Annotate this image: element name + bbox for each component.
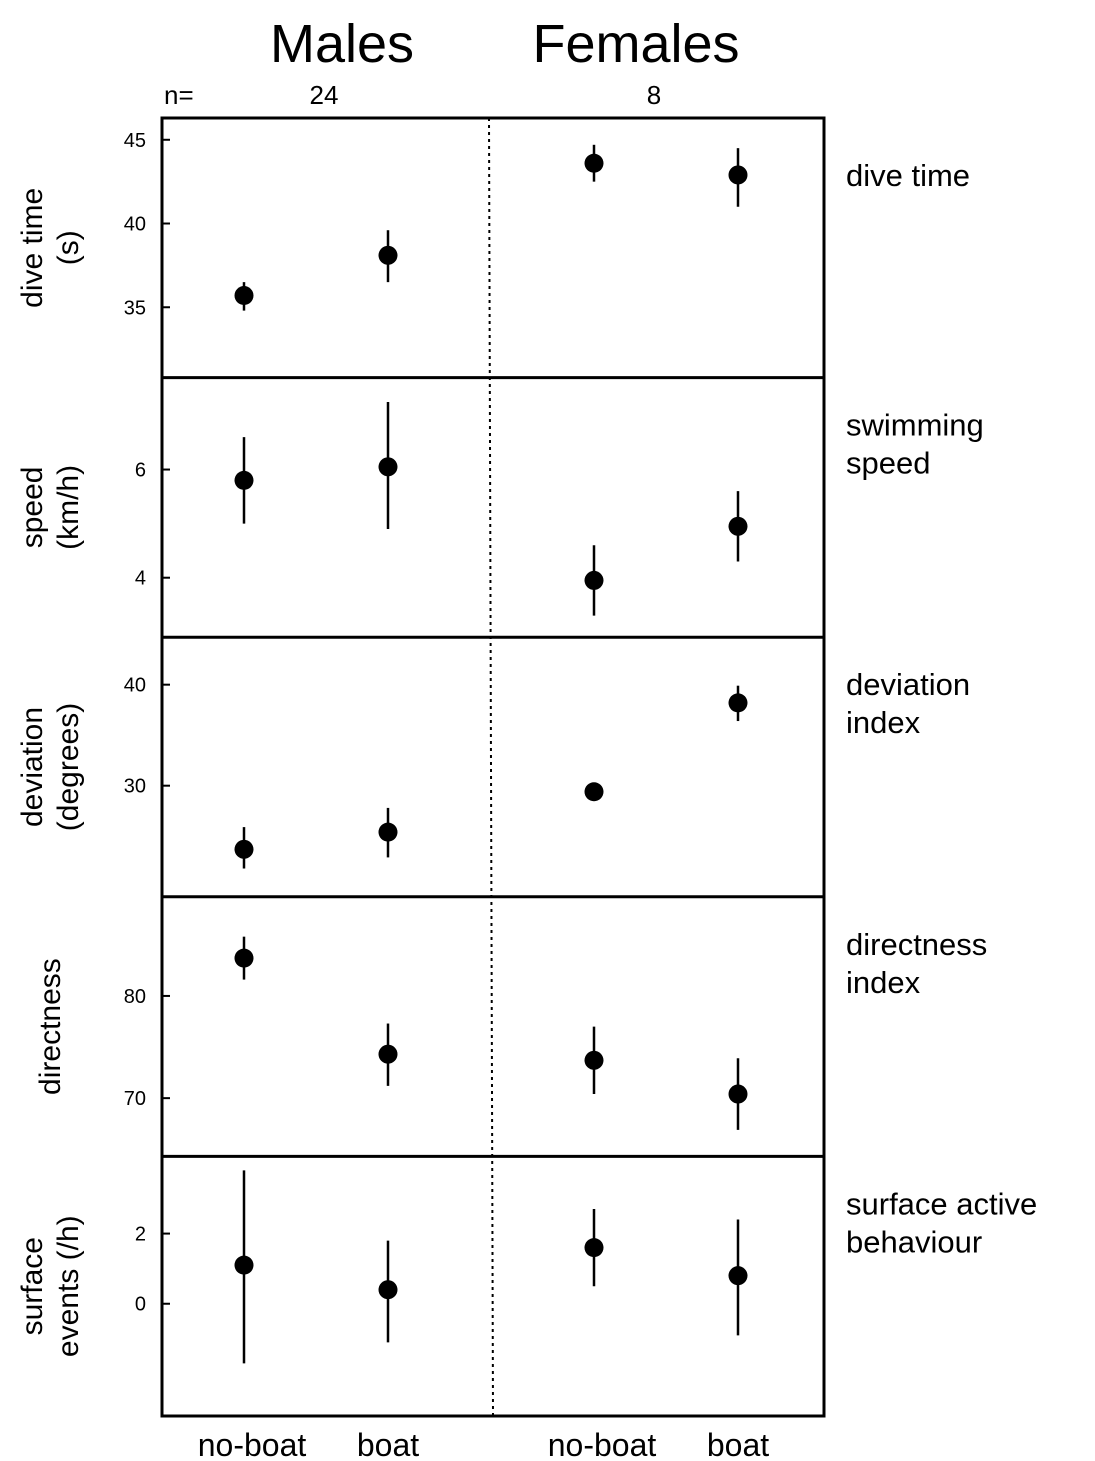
y-axis-title: (km/h): [52, 465, 85, 550]
data-point: [584, 782, 604, 802]
y-tick-label: 80: [124, 986, 146, 1008]
males-heading: Males: [270, 14, 414, 74]
y-tick-label: 4: [135, 568, 146, 590]
y-axis-title: events (/h): [52, 1215, 85, 1357]
y-tick-label: 6: [135, 460, 146, 482]
y-tick-label: 30: [124, 776, 146, 798]
figure-frame: [160, 116, 826, 1418]
panel-label: index: [846, 705, 921, 740]
data-point: [378, 245, 398, 265]
data-point: [378, 822, 398, 842]
y-axis-title: directness: [34, 958, 67, 1095]
data-point: [234, 470, 254, 490]
data-point: [728, 516, 748, 536]
data-point: [584, 153, 604, 173]
data-point: [378, 1044, 398, 1064]
y-axis-title: deviation: [16, 707, 49, 827]
panel-label: surface active: [846, 1186, 1037, 1221]
x-category-label: boat: [707, 1427, 769, 1461]
x-axis-labels: no-boat boat no-boat boat: [198, 1427, 770, 1461]
y-axis-title: dive time: [16, 188, 49, 308]
data-point: [234, 286, 254, 306]
data-point: [378, 1280, 398, 1300]
panel-label: behaviour: [846, 1224, 982, 1259]
panel-label: deviation: [846, 667, 970, 702]
panel-label: swimming: [846, 408, 984, 443]
panel-label: speed: [846, 446, 930, 481]
data-point: [234, 1255, 254, 1275]
y-axis-title: (degrees): [52, 703, 85, 831]
y-axis-title: surface: [16, 1237, 49, 1335]
data-point: [584, 1050, 604, 1070]
data-point: [234, 948, 254, 968]
data-point: [584, 570, 604, 590]
females-heading: Females: [532, 14, 739, 74]
y-tick-label: 40: [124, 675, 146, 697]
y-axis-title: (s): [52, 230, 85, 265]
y-tick-label: 70: [124, 1088, 146, 1110]
data-point: [584, 1238, 604, 1258]
x-category-label: no-boat: [198, 1427, 307, 1461]
n-females-value: 8: [647, 80, 661, 110]
n-males-value: 24: [310, 80, 339, 110]
data-point: [728, 1266, 748, 1286]
panel-label: dive time: [846, 158, 970, 193]
y-tick-label: 45: [124, 130, 146, 152]
panel-label: directness: [846, 927, 987, 962]
sex-divider-line: [488, 117, 494, 1417]
y-axis-title: speed: [16, 467, 49, 549]
data-point: [234, 839, 254, 859]
y-tick-label: 35: [124, 297, 146, 319]
data-point: [728, 165, 748, 185]
panel-label: index: [846, 965, 921, 1000]
data-point: [378, 457, 398, 477]
y-tick-label: 0: [135, 1294, 146, 1316]
data-point: [728, 1084, 748, 1104]
data-point: [728, 693, 748, 713]
x-category-label: boat: [357, 1427, 419, 1461]
n-label: n=: [164, 80, 194, 110]
y-tick-label: 40: [124, 214, 146, 236]
x-category-label: no-boat: [548, 1427, 657, 1461]
y-tick-label: 2: [135, 1224, 146, 1246]
